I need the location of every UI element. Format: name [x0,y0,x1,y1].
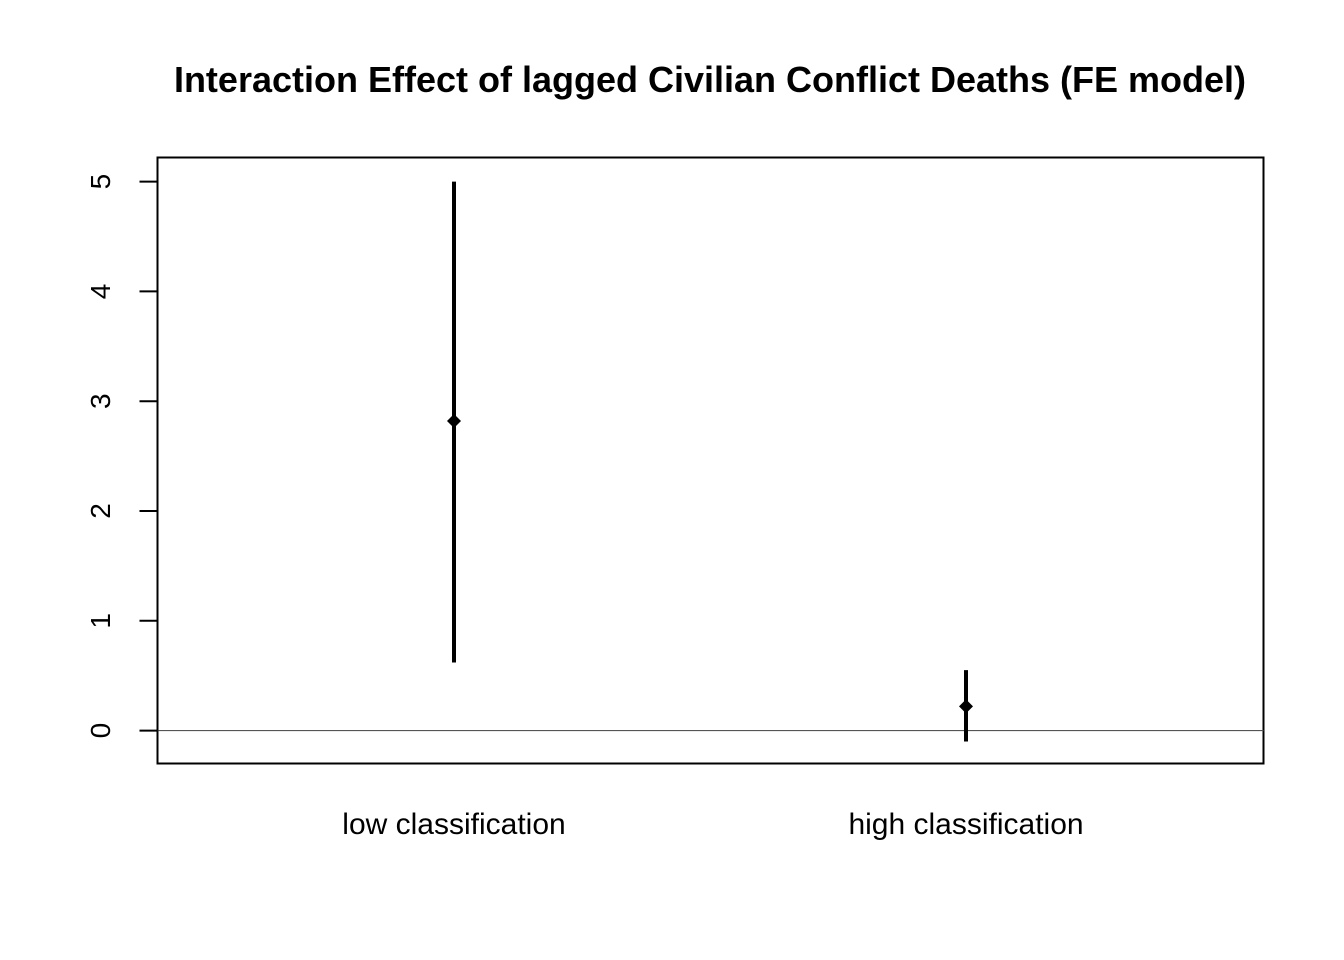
y-tick-label: 5 [85,174,116,190]
point-estimate-marker [959,699,973,714]
plot-frame [156,156,1265,765]
x-axis-categories: low classification high classification [342,808,1083,841]
y-tick-label: 4 [85,284,116,300]
point-estimate-marker [447,413,461,428]
category-label: high classification [848,808,1083,841]
chart-title: Interaction Effect of lagged Civilian Co… [174,59,1246,100]
y-tick-label: 1 [85,613,116,629]
y-tick-label: 2 [85,503,116,519]
point-estimates [447,413,973,714]
category-label: low classification [342,808,565,841]
error-bars [452,181,968,742]
y-tick-label: 3 [85,393,116,409]
y-tick-label: 0 [85,723,116,739]
y-axis: 0 1 2 3 4 5 [85,174,159,739]
